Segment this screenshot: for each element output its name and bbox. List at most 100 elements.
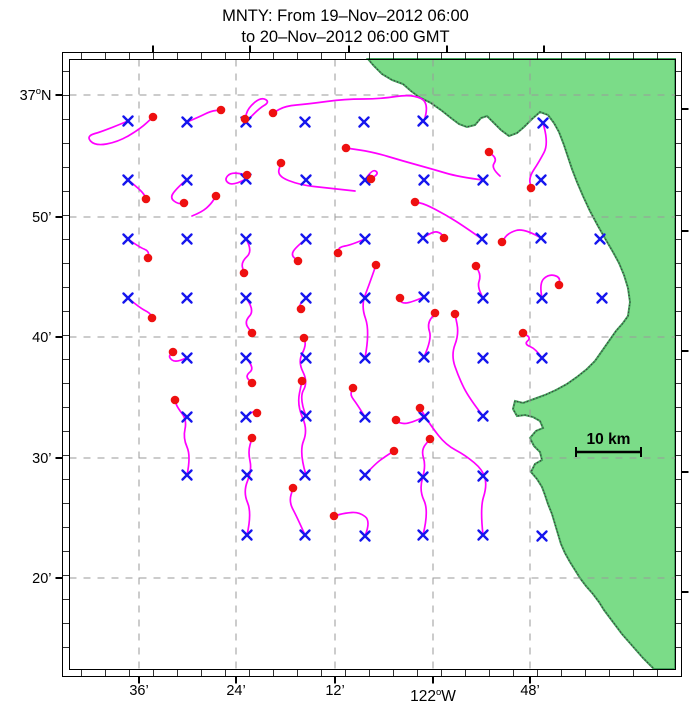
end-position-dot: [395, 293, 405, 303]
grid-point-x-marker: [535, 174, 547, 186]
grid-point-x-marker: [536, 292, 548, 304]
drifter-trajectory: [170, 179, 187, 205]
end-position-dot: [296, 304, 306, 314]
drifter-trajectory: [333, 511, 369, 537]
grid-point-x-marker: [417, 529, 429, 541]
grid-point-x-marker: [359, 469, 371, 481]
end-position-dot: [216, 105, 226, 115]
frame-inner: [69, 59, 676, 670]
grid-point-x-marker: [240, 352, 252, 364]
lon-tick-label: 48’: [520, 683, 539, 699]
lat-tick-label: 20’: [32, 571, 51, 587]
drifter-trajectory: [174, 399, 190, 476]
grid-point-x-marker: [477, 410, 489, 422]
grid-point-x-marker: [240, 233, 252, 245]
grid-point-x-marker: [122, 115, 134, 127]
drifter-trajectory: [362, 264, 377, 359]
drifter-trajectory: [297, 380, 307, 476]
grid-point-x-marker: [181, 116, 193, 128]
lat-tick-label: 50’: [32, 210, 51, 226]
end-position-dot: [518, 328, 528, 338]
grid-point-x-marker: [417, 471, 429, 483]
grid-point-x-marker: [418, 351, 430, 363]
grid-point-x-marker: [240, 292, 252, 304]
grid-point-x-marker: [359, 530, 371, 542]
drifter-trajectory: [127, 238, 150, 259]
drifter-trajectory: [540, 274, 561, 299]
grid-point-x-marker: [536, 352, 548, 364]
grid-point-x-marker: [359, 411, 371, 423]
end-position-dot: [389, 446, 399, 456]
drifter-trajectory: [522, 332, 543, 359]
end-position-dot: [410, 197, 420, 207]
drifter-trajectory: [452, 313, 484, 417]
lat-tick-label: 37oN: [20, 86, 52, 104]
drifter-trajectory: [350, 387, 366, 418]
drifter-trajectory: [272, 94, 428, 122]
lon-tick-label: 24’: [226, 683, 245, 699]
grid-point-x-marker: [358, 116, 370, 128]
lon-tick-label: 12’: [325, 683, 344, 699]
grid-point-x-marker: [181, 411, 193, 423]
coastline-stipple: [367, 58, 655, 670]
end-position-dot: [484, 147, 494, 157]
end-position-dot: [242, 170, 252, 180]
end-position-dot: [450, 309, 460, 319]
grid-point-x-marker: [181, 469, 193, 481]
grid-point-x-marker: [418, 174, 430, 186]
drifter-trajectory: [488, 151, 501, 177]
figure-title-line2: to 20–Nov–2012 06:00 GMT: [241, 27, 450, 46]
end-position-dot: [179, 198, 189, 208]
drifter-trajectory: [299, 337, 307, 417]
grid-point-x-marker: [418, 291, 430, 303]
end-position-dot: [268, 108, 278, 118]
grid-point-x-marker: [181, 292, 193, 304]
end-position-dot: [366, 174, 376, 184]
end-position-dot: [247, 328, 257, 338]
end-position-dot: [297, 376, 307, 386]
grid-point-x-marker: [594, 233, 606, 245]
grid-point-x-marker: [477, 174, 489, 186]
frame-outer: [62, 52, 682, 677]
end-position-dot: [141, 194, 151, 204]
end-position-dot: [430, 308, 440, 318]
grid-point-x-marker: [417, 232, 429, 244]
drifter-trajectory: [414, 201, 483, 240]
drifter-trajectory: [186, 109, 222, 123]
drifter-trajectory: [364, 450, 395, 476]
end-position-dot: [329, 511, 339, 521]
end-position-dot: [497, 237, 507, 247]
end-position-dot: [143, 253, 153, 263]
grid-point-x-marker: [418, 411, 430, 423]
drifter-trajectory: [501, 229, 542, 243]
end-position-dot: [168, 347, 178, 357]
grid-point-x-marker: [181, 174, 193, 186]
end-position-dot: [439, 233, 449, 243]
grid-point-x-marker: [417, 115, 429, 127]
end-position-dot: [554, 280, 564, 290]
lat-tick-label: 30’: [32, 451, 51, 467]
drifter-trajectory: [475, 265, 484, 299]
grid-point-x-marker: [536, 530, 548, 542]
grid-point-x-marker: [299, 469, 311, 481]
grid-point-x-marker: [477, 470, 489, 482]
end-position-dot: [147, 313, 157, 323]
end-position-dot: [425, 434, 435, 444]
grid-point-x-marker: [300, 174, 312, 186]
lon-tick-label: 122oW: [410, 687, 456, 705]
drifter-trajectory: [245, 297, 253, 334]
drifter-trajectory: [289, 487, 306, 536]
grid-point-x-marker: [477, 352, 489, 364]
scale-bar-label: 10 km: [587, 431, 631, 448]
end-position-dot: [415, 403, 425, 413]
figure-title: MNTY: From 19–Nov–2012 06:00 to 20–Nov–2…: [0, 6, 691, 47]
grid-point-x-marker: [300, 352, 312, 364]
drifter-trajectory: [241, 238, 251, 274]
grid-point-x-marker: [241, 469, 253, 481]
end-position-dot: [276, 158, 286, 168]
end-position-dot: [341, 143, 351, 153]
lon-tick-label: 36’: [129, 683, 148, 699]
end-position-dot: [247, 433, 257, 443]
end-position-dot: [252, 408, 262, 418]
